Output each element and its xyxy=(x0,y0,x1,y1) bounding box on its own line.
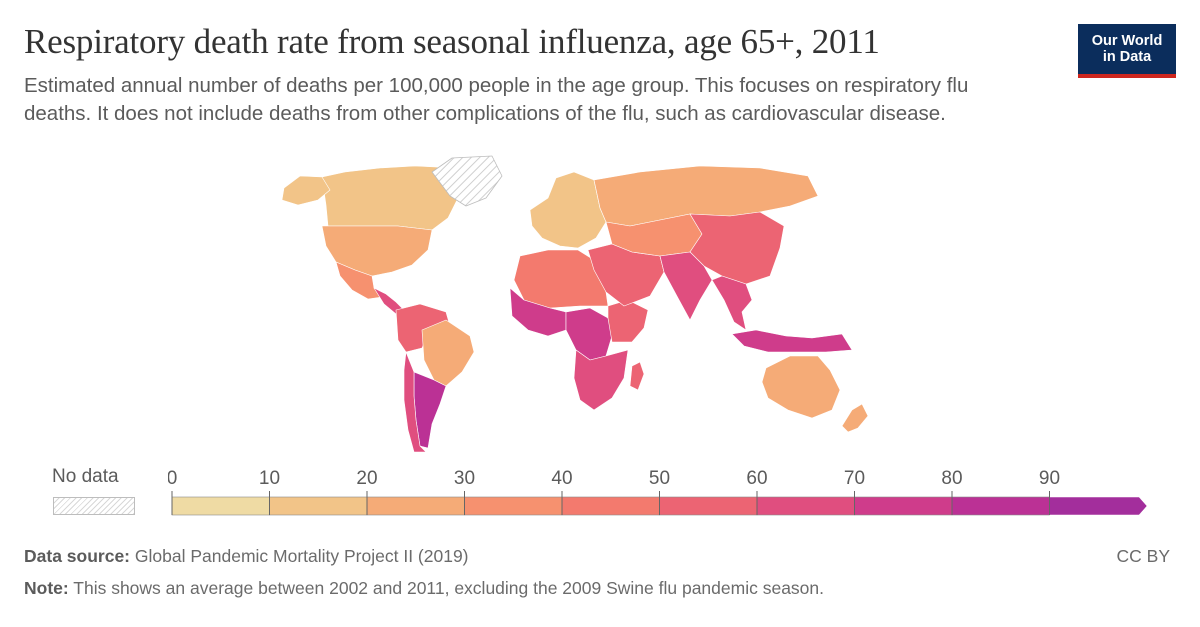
legend-bin[interactable] xyxy=(951,496,1050,516)
region-india[interactable]: India xyxy=(659,251,713,321)
region-australia[interactable]: Australia xyxy=(761,355,841,419)
legend-bin[interactable] xyxy=(366,496,465,516)
region-indonesia[interactable]: Indonesia xyxy=(731,329,853,353)
legend-tick-label: 10 xyxy=(259,468,280,489)
legend-bin[interactable] xyxy=(561,496,660,516)
region-alaska[interactable]: Alaska xyxy=(281,175,331,206)
region-southern-africa[interactable]: Southern Africa xyxy=(573,349,629,411)
legend-no-data-label: No data xyxy=(52,466,119,487)
legend-bin[interactable] xyxy=(756,496,855,516)
legend-tick-label: 50 xyxy=(649,468,670,489)
logo-text: Our World in Data xyxy=(1091,33,1163,65)
legend-bin[interactable] xyxy=(269,496,368,516)
note-text: This shows an average between 2002 and 2… xyxy=(73,578,825,598)
legend-no-data-swatch xyxy=(53,497,135,515)
region-chile[interactable]: Chile xyxy=(403,351,427,453)
region-new-zealand[interactable]: New Zealand xyxy=(841,403,869,433)
note-line: Note: This shows an average between 2002… xyxy=(24,578,824,599)
chart-subtitle: Estimated annual number of deaths per 10… xyxy=(24,74,969,125)
region-brazil[interactable]: Brazil xyxy=(421,319,475,387)
legend-bin[interactable] xyxy=(464,496,563,516)
source-label: Data source: xyxy=(24,546,131,566)
legend-bin[interactable] xyxy=(1049,496,1148,516)
region-china[interactable]: China xyxy=(689,211,785,285)
legend-tick-label: 30 xyxy=(454,468,475,489)
legend-tick-label: 40 xyxy=(551,468,572,489)
source-text[interactable]: Global Pandemic Mortality Project II (20… xyxy=(134,546,469,566)
legend-tick-label: 90 xyxy=(1039,468,1060,489)
legend-tick-label: 0 xyxy=(168,468,177,489)
legend-tick-label: 60 xyxy=(746,468,767,489)
region-greenland[interactable]: Greenland xyxy=(431,155,503,207)
chart-title: Respiratory death rate from seasonal inf… xyxy=(24,22,880,61)
world-map: CanadaAlaskaUnited StatesGreenlandMexico… xyxy=(281,155,869,453)
legend-color-scale: 0 10 20 30 40 50 60 70 80 90 xyxy=(168,468,1148,516)
legend-tick-label: 70 xyxy=(844,468,865,489)
legend-bin[interactable] xyxy=(854,496,953,516)
region-southeast-asia[interactable]: Southeast Asia xyxy=(711,275,753,331)
owid-logo[interactable]: Our World in Data xyxy=(1078,24,1176,78)
region-east-africa[interactable]: East Africa xyxy=(607,299,649,343)
legend-tick-label: 20 xyxy=(356,468,377,489)
legend-bin[interactable] xyxy=(171,496,270,516)
note-label: Note: xyxy=(24,578,69,598)
legend-bin[interactable] xyxy=(659,496,758,516)
region-central-africa[interactable]: Central Africa xyxy=(565,307,613,361)
data-source-line: Data source: Global Pandemic Mortality P… xyxy=(24,546,469,567)
license-link[interactable]: CC BY xyxy=(1116,546,1170,566)
legend-tick-label: 80 xyxy=(941,468,962,489)
region-madagascar[interactable]: Madagascar xyxy=(629,361,645,391)
region-united-states[interactable]: United States xyxy=(321,225,433,277)
